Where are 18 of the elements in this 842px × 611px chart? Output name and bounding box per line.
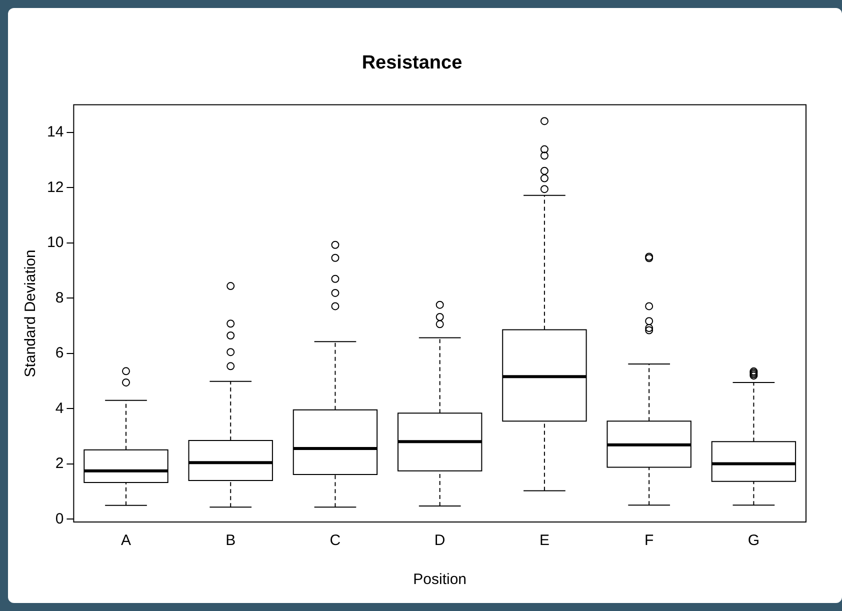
chart-title: Resistance xyxy=(362,52,462,74)
x-tick-label: B xyxy=(226,532,236,550)
x-axis-title: Position xyxy=(413,571,467,588)
x-tick-label: D xyxy=(434,532,446,550)
y-axis-title: Standard Deviation xyxy=(22,250,40,378)
y-tick-label: 12 xyxy=(46,178,64,196)
x-tick-label: E xyxy=(539,532,550,550)
y-tick-label: 2 xyxy=(55,455,64,472)
x-tick-label: C xyxy=(330,532,341,550)
y-tick-label: 6 xyxy=(55,344,64,362)
y-tick-label: 14 xyxy=(46,124,64,141)
x-tick-label: F xyxy=(644,532,654,550)
x-tick-label: G xyxy=(748,532,760,550)
x-tick-label: A xyxy=(120,532,131,550)
y-tick-label: 4 xyxy=(55,400,64,417)
y-tick-label: 0 xyxy=(55,510,64,528)
y-tick-label: 10 xyxy=(46,234,64,252)
y-tick-label: 8 xyxy=(55,289,64,306)
